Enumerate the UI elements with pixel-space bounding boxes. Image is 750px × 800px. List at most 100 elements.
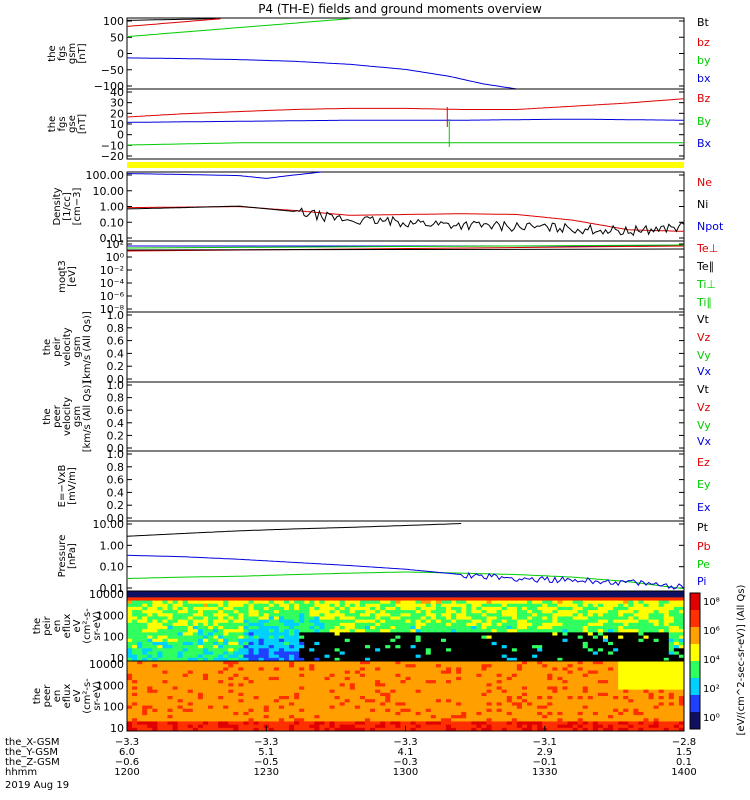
spectrogram-cell — [283, 715, 290, 719]
spectrogram-cell — [466, 657, 472, 662]
spectrogram-cell — [375, 705, 381, 710]
spectrogram-cell — [324, 610, 331, 614]
spectrogram-cell — [486, 680, 493, 684]
spectrogram-cell — [213, 689, 219, 694]
spectrogram-cell — [147, 654, 153, 659]
spectrogram-cell — [248, 689, 255, 694]
spectrogram-cell — [628, 610, 634, 614]
spectrogram-cell — [202, 632, 209, 637]
spectrogram-cell — [501, 705, 508, 710]
spectrogram-cell — [309, 616, 315, 621]
spectrogram-cell — [289, 699, 295, 703]
spectrogram-cell — [334, 683, 341, 687]
spectrogram-cell — [440, 597, 447, 602]
spectrogram-cell — [410, 673, 417, 678]
spectrogram-cell — [466, 664, 472, 668]
spectrogram-cell — [344, 667, 351, 672]
spectrogram-cell — [202, 708, 209, 713]
spectrogram-cell — [354, 673, 361, 678]
spectrogram-cell — [405, 673, 412, 678]
spectrogram-cell — [486, 670, 493, 675]
spectrogram-cell — [547, 676, 553, 681]
spectrogram-cell — [410, 705, 417, 710]
spectrogram-cell — [451, 711, 457, 716]
spectrogram-cell — [218, 718, 224, 722]
spectrogram-cell — [527, 594, 533, 598]
spectrogram-cell — [299, 664, 305, 668]
spectrogram-cell — [344, 616, 351, 621]
spectrogram-cell — [395, 696, 401, 700]
spectrogram-cell — [618, 641, 624, 646]
spectrogram-cell — [623, 673, 629, 678]
legend-entry: Pt — [697, 521, 709, 534]
spectrogram-cell — [329, 654, 336, 659]
y-tick-label: 0.8 — [107, 461, 125, 474]
spectrogram-cell — [289, 603, 295, 608]
spectrogram-cell — [309, 619, 315, 624]
spectrogram-cell — [380, 641, 386, 646]
spectrogram-cell — [415, 689, 422, 694]
spectrogram-cell — [608, 632, 614, 637]
spectrogram-cell — [294, 657, 300, 662]
spectrogram-cell — [618, 721, 624, 726]
spectrogram-cell — [278, 626, 285, 630]
spectrogram-cell — [299, 676, 305, 681]
spectrogram-cell — [202, 673, 209, 678]
spectrogram-cell — [314, 721, 320, 726]
spectrogram-cell — [304, 661, 310, 665]
spectrogram-cell — [491, 606, 498, 611]
spectrogram-cell — [410, 680, 417, 684]
spectrogram-cell — [602, 718, 609, 722]
spectrogram-cell — [547, 654, 553, 659]
y-axis-label: Pressure — [57, 535, 68, 578]
spectrogram-cell — [187, 721, 194, 726]
spectrogram-cell — [618, 667, 624, 672]
spectrogram-cell — [471, 622, 477, 627]
spectrogram-cell — [511, 638, 518, 643]
spectrogram-cell — [466, 686, 472, 691]
spectrogram-cell — [613, 619, 619, 624]
spectrogram-cell — [233, 600, 239, 605]
spectrogram-cell — [258, 699, 265, 703]
spectrogram-cell — [527, 702, 533, 707]
spectrogram-cell — [324, 616, 331, 621]
spectrogram-cell — [405, 664, 412, 668]
spectrogram-cell — [273, 670, 280, 675]
spectrogram-cell — [678, 654, 685, 659]
spectrogram-cell — [380, 651, 386, 656]
spectrogram-cell — [678, 616, 685, 621]
spectrogram-cell — [415, 686, 422, 691]
spectrogram-cell — [238, 610, 244, 614]
spectrogram-cell — [405, 702, 412, 707]
spectrogram-cell — [187, 616, 194, 621]
spectrogram-cell — [673, 632, 680, 637]
spectrogram-cell — [481, 692, 488, 697]
spectrogram-cell — [501, 591, 508, 595]
spectrogram-cell — [461, 654, 467, 659]
spectrogram-cell — [435, 616, 442, 621]
spectrogram-cell — [516, 657, 523, 662]
spectrogram-cell — [597, 610, 604, 614]
spectrogram-cell — [405, 645, 412, 649]
spectrogram-cell — [228, 702, 234, 707]
spectrogram-cell — [390, 613, 396, 617]
spectrogram-cell — [202, 597, 209, 602]
spectrogram-cell — [496, 683, 503, 687]
spectrogram-cell — [456, 667, 462, 672]
spectrogram-cell — [592, 664, 599, 668]
spectrogram-cell — [314, 629, 320, 633]
spectrogram-cell — [152, 699, 158, 703]
spectrogram-cell — [324, 600, 331, 605]
spectrogram-cell — [618, 673, 624, 678]
spectrogram-cell — [309, 680, 315, 684]
spectrogram-cell — [213, 667, 219, 672]
spectrogram-cell — [192, 696, 199, 700]
spectrogram-cell — [197, 689, 204, 694]
spectrogram-cell — [390, 629, 396, 633]
spectrogram-cell — [304, 591, 310, 595]
spectrogram-cell — [577, 638, 584, 643]
spectrogram-cell — [430, 664, 437, 668]
spectrogram-cell — [370, 676, 376, 681]
spectrogram-cell — [354, 705, 361, 710]
spectrogram-cell — [132, 610, 138, 614]
